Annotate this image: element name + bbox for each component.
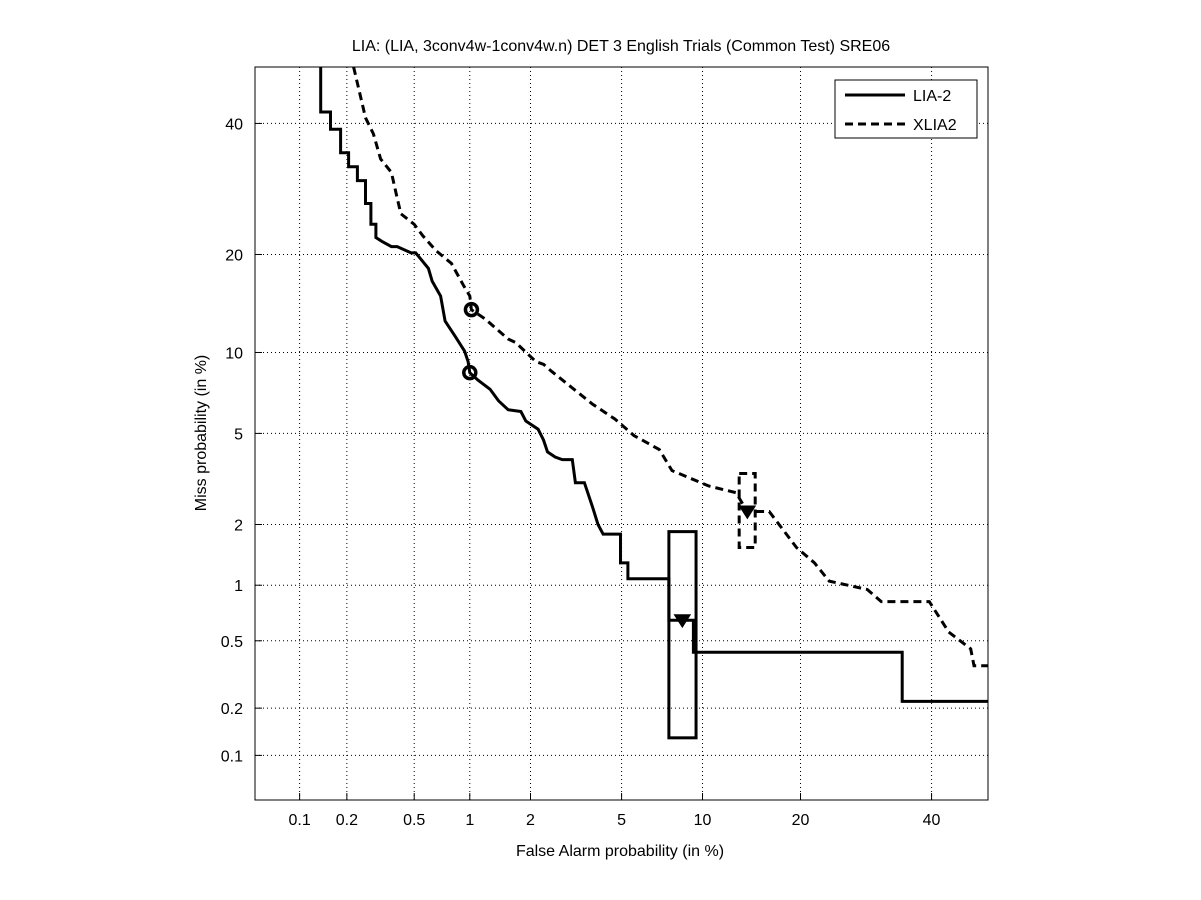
y-tick-label: 40 xyxy=(225,116,243,133)
x-axis-label: False Alarm probability (in %) xyxy=(516,843,724,860)
grid xyxy=(255,67,988,800)
legend-box xyxy=(834,79,978,139)
legend: LIA-2 XLIA2 xyxy=(834,79,978,139)
y-tick-label: 0.2 xyxy=(221,701,243,718)
x-tick-label: 1 xyxy=(465,812,474,829)
x-tick-label: 0.1 xyxy=(288,812,310,829)
x-tick-label: 40 xyxy=(923,812,941,829)
legend-label-xlia2: XLIA2 xyxy=(913,117,957,134)
y-axis-label: Miss probability (in %) xyxy=(193,355,210,511)
y-tick-label: 2 xyxy=(234,517,243,534)
marker-triangle-xlia2 xyxy=(738,505,757,520)
x-tick-label: 5 xyxy=(617,812,626,829)
y-tick-label: 0.5 xyxy=(221,634,243,651)
x-tick-label: 10 xyxy=(694,812,712,829)
y-tick-label: 0.1 xyxy=(221,748,243,765)
x-tick-label: 2 xyxy=(526,812,535,829)
y-tick-label: 1 xyxy=(234,578,243,595)
y-tick-label: 5 xyxy=(234,426,243,443)
plot-frame xyxy=(254,66,989,801)
confidence-box-xlia2 xyxy=(737,472,757,550)
chart-title: LIA: (LIA, 3conv4w-1conv4w.n) DET 3 Engl… xyxy=(352,38,890,55)
x-tick-label: 0.5 xyxy=(403,812,425,829)
y-tick-label: 20 xyxy=(225,247,243,264)
y-tick-label: 10 xyxy=(225,345,243,362)
legend-label-lia-2: LIA-2 xyxy=(913,88,951,105)
x-tick-label: 20 xyxy=(792,812,810,829)
series-line-lia-2 xyxy=(319,67,988,703)
marker-circle-lia-2 xyxy=(462,364,478,381)
x-tick-label: 0.2 xyxy=(336,812,358,829)
marker-triangle-lia-2 xyxy=(673,614,692,629)
marker-circle-xlia2 xyxy=(463,301,480,318)
ticks: 0.1 0.2 0.5 1 2 5 10 20 40 0.1 0.2 0.5 1 2 5 10 20 40 xyxy=(221,116,941,829)
series-layer xyxy=(319,66,988,740)
series-line-xlia2 xyxy=(352,66,988,668)
confidence-box-lia-2 xyxy=(667,530,698,740)
